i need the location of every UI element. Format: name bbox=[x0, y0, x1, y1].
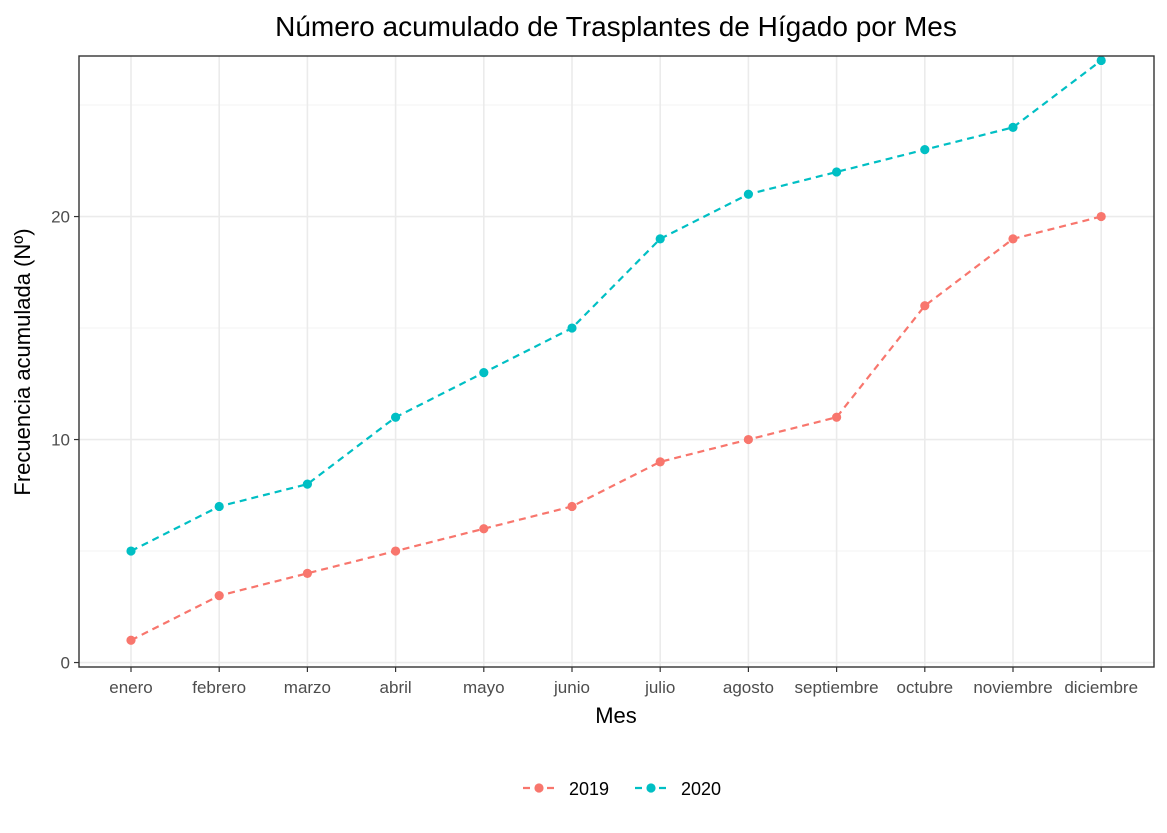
point-2020-diciembre bbox=[1096, 55, 1106, 66]
point-2019-octubre bbox=[920, 301, 930, 311]
series-line-2020 bbox=[130, 59, 1102, 553]
axis-ticks: 0 10 20 enero febrero marzo abril mayo junio juli… bbox=[51, 208, 1138, 697]
panel-border bbox=[78, 55, 1155, 668]
point-2020-febrero bbox=[214, 501, 224, 512]
point-2020-julio bbox=[655, 234, 665, 244]
legend: 2019 2020 bbox=[523, 779, 721, 799]
point-2019-agosto bbox=[743, 434, 754, 445]
point-2019-noviembre bbox=[1008, 234, 1018, 244]
point-2019-mayo bbox=[479, 524, 489, 534]
legend-label-2019: 2019 bbox=[569, 779, 609, 799]
x-tick-label-agosto: agosto bbox=[723, 678, 774, 697]
y-tick-label: 20 bbox=[51, 208, 70, 227]
point-2019-diciembre bbox=[1096, 211, 1106, 222]
point-2019-septiembre bbox=[832, 412, 842, 422]
y-tick-label: 10 bbox=[51, 431, 70, 450]
x-tick-label-mayo: mayo bbox=[463, 678, 505, 697]
chart-title: Número acumulado de Trasplantes de Hígad… bbox=[275, 11, 957, 42]
point-2020-marzo bbox=[302, 479, 312, 489]
point-2020-abril bbox=[391, 412, 401, 422]
series-line-2019 bbox=[130, 215, 1102, 642]
point-2020-mayo bbox=[479, 368, 489, 378]
point-2020-agosto bbox=[743, 189, 754, 199]
point-2019-enero bbox=[126, 635, 136, 645]
x-tick-label-septiembre: septiembre bbox=[795, 678, 879, 697]
x-tick-label-marzo: marzo bbox=[284, 678, 331, 697]
y-axis-title: Frecuencia acumulada (Nº) bbox=[10, 228, 35, 495]
point-2019-marzo bbox=[302, 568, 312, 578]
point-2020-junio bbox=[567, 323, 577, 333]
legend-label-2020: 2020 bbox=[681, 779, 721, 799]
y-tick-label: 0 bbox=[61, 654, 70, 673]
x-tick-label-octubre: octubre bbox=[896, 678, 953, 697]
point-2020-septiembre bbox=[832, 167, 842, 177]
x-tick-label-enero: enero bbox=[109, 678, 152, 697]
x-tick-label-febrero: febrero bbox=[192, 678, 246, 697]
legend-key-point-2019 bbox=[534, 783, 544, 793]
point-2020-octubre bbox=[920, 145, 930, 155]
point-2020-enero bbox=[126, 546, 136, 556]
point-2019-julio bbox=[655, 457, 665, 467]
grid-lines bbox=[79, 56, 1154, 667]
x-tick-label-julio: julio bbox=[644, 678, 675, 697]
point-2020-noviembre bbox=[1008, 122, 1018, 132]
point-2019-abril bbox=[391, 546, 401, 556]
x-tick-label-noviembre: noviembre bbox=[973, 678, 1052, 697]
x-tick-label-junio: junio bbox=[553, 678, 590, 697]
x-axis-title: Mes bbox=[595, 703, 637, 728]
point-2019-febrero bbox=[214, 591, 224, 601]
x-tick-label-abril: abril bbox=[380, 678, 412, 697]
series-layer bbox=[126, 55, 1106, 645]
x-tick-label-diciembre: diciembre bbox=[1064, 678, 1138, 697]
legend-key-point-2020 bbox=[646, 783, 656, 793]
point-2019-junio bbox=[567, 501, 577, 512]
